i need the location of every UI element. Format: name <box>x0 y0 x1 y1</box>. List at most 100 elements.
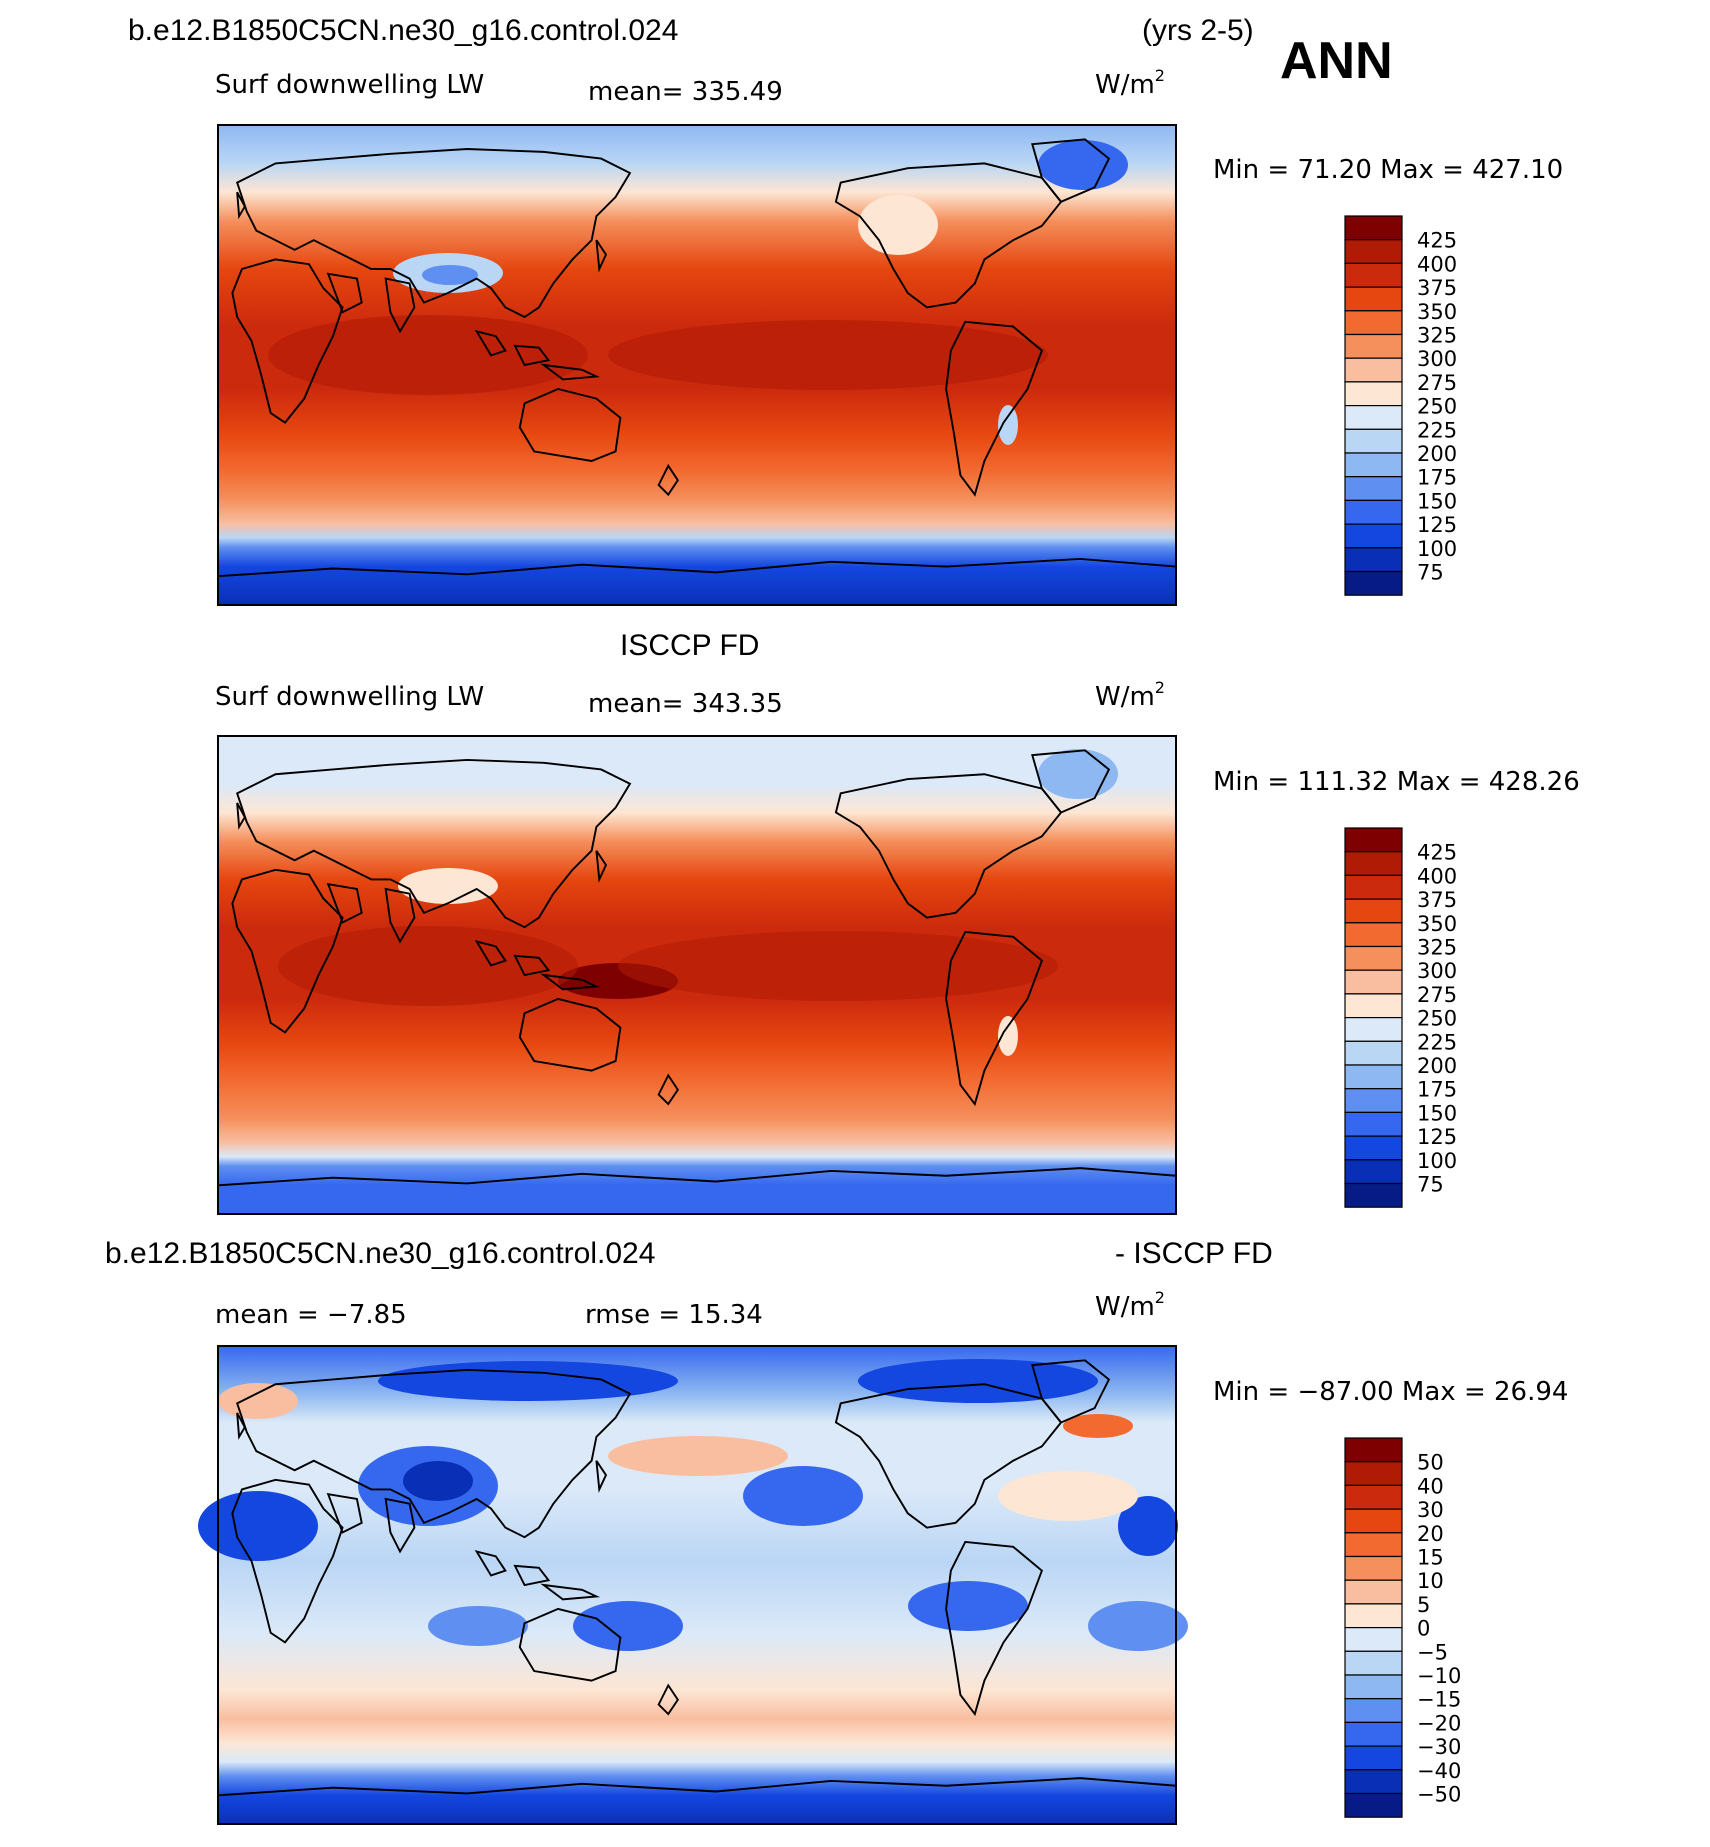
units-label: W/m2 <box>1095 66 1165 100</box>
colorbar-swatch <box>1344 1769 1403 1795</box>
colorbar-swatch <box>1344 1792 1403 1818</box>
colorbar-tick-label: 40 <box>1417 1474 1444 1498</box>
colorbar-swatch <box>1344 969 1403 995</box>
colorbar-tick-label: 425 <box>1417 841 1457 865</box>
colorbar-tick-label: 10 <box>1417 1569 1444 1593</box>
colorbar-swatch <box>1344 945 1403 971</box>
colorbar-tick-label: −40 <box>1417 1759 1461 1783</box>
map-obs <box>217 735 1177 1215</box>
colorbar-swatch <box>1344 405 1403 430</box>
colorbar-tick-label: 300 <box>1417 959 1457 983</box>
season-label: ANN <box>1280 32 1393 90</box>
colorbar-tick-label: 15 <box>1417 1546 1444 1570</box>
colorbar-tick-label: 200 <box>1417 442 1457 466</box>
colorbar-tick-label: 325 <box>1417 936 1457 960</box>
minmax-label: Min = −87.00 Max = 26.94 <box>1213 1377 1568 1407</box>
colorbar-swatch <box>1344 1064 1403 1090</box>
panel-heading-left: b.e12.B1850C5CN.ne30_g16.control.024 <box>105 1237 655 1270</box>
colorbar-swatch <box>1344 1111 1403 1137</box>
minmax-label: Min = 71.20 Max = 427.10 <box>1213 155 1563 185</box>
colorbar-tick-label: 350 <box>1417 912 1457 936</box>
colorbar: 4254003753503253002752502252001751501251… <box>1344 215 1457 596</box>
colorbar-tick-label: −20 <box>1417 1711 1461 1735</box>
colorbar-swatch <box>1344 357 1403 383</box>
colorbar-swatch <box>1344 1555 1403 1581</box>
colorbar-swatch <box>1344 262 1403 288</box>
colorbar-swatch <box>1344 1484 1403 1510</box>
panel-obs: ISCCP FD Surf downwelling LW mean= 343.3… <box>215 629 1580 1215</box>
units-label: W/m2 <box>1095 678 1165 712</box>
colorbar-tick-label: 400 <box>1417 252 1457 276</box>
colorbar-swatch <box>1344 1437 1403 1463</box>
colorbar-swatch <box>1344 523 1403 549</box>
colorbar-swatch <box>1344 547 1403 573</box>
colorbar-tick-label: 5 <box>1417 1593 1430 1617</box>
colorbar-tick-label: 350 <box>1417 300 1457 324</box>
colorbar-swatch <box>1344 993 1403 1019</box>
colorbar-tick-label: 425 <box>1417 229 1457 253</box>
colorbar-swatch <box>1344 1603 1403 1629</box>
colorbar-tick-label: 150 <box>1417 1101 1457 1125</box>
colorbar-tick-label: 250 <box>1417 1007 1457 1031</box>
colorbar-swatch <box>1344 874 1403 900</box>
colorbar-swatch <box>1344 851 1403 877</box>
colorbar-swatch <box>1344 1650 1403 1676</box>
colorbar-tick-label: 75 <box>1417 1173 1444 1197</box>
rmse-label: rmse = 15.34 <box>585 1300 763 1330</box>
colorbar-tick-label: 20 <box>1417 1522 1444 1546</box>
colorbar-tick-label: 125 <box>1417 1125 1457 1149</box>
colorbar-tick-label: −5 <box>1417 1640 1448 1664</box>
colorbar-tick-label: 400 <box>1417 864 1457 888</box>
map-diff <box>198 1345 1188 1825</box>
panel-model: Surf downwelling LW mean= 335.49 W/m2 Mi… <box>215 66 1563 606</box>
colorbar-tick-label: 0 <box>1417 1617 1430 1641</box>
colorbar-swatch <box>1344 476 1403 502</box>
colorbar-tick-label: −30 <box>1417 1735 1461 1759</box>
colorbar-swatch <box>1344 452 1403 478</box>
colorbar-tick-label: 50 <box>1417 1451 1444 1475</box>
colorbar-swatch <box>1344 1698 1403 1724</box>
colorbar-tick-label: −10 <box>1417 1664 1461 1688</box>
colorbar-tick-label: 75 <box>1417 561 1444 585</box>
mean-label: mean= 335.49 <box>588 77 783 107</box>
colorbar-tick-label: 175 <box>1417 1078 1457 1102</box>
colorbar-swatch <box>1344 570 1403 596</box>
mean-label: mean= 343.35 <box>588 689 783 719</box>
colorbar-swatch <box>1344 898 1403 924</box>
colorbar-tick-label: 30 <box>1417 1498 1444 1522</box>
colorbar-tick-label: 225 <box>1417 1030 1457 1054</box>
years-label: (yrs 2-5) <box>1142 14 1254 47</box>
colorbar-tick-label: 100 <box>1417 1149 1457 1173</box>
map-model <box>217 124 1177 606</box>
panel-heading-right: - ISCCP FD <box>1115 1237 1273 1270</box>
panel-heading: ISCCP FD <box>620 629 759 662</box>
colorbar-swatch <box>1344 1627 1403 1652</box>
colorbar-swatch <box>1344 922 1403 948</box>
colorbar-swatch <box>1344 286 1403 312</box>
colorbar-tick-label: 325 <box>1417 324 1457 348</box>
minmax-label: Min = 111.32 Max = 428.26 <box>1213 767 1580 797</box>
colorbar-swatch <box>1344 333 1403 359</box>
colorbar-swatch <box>1344 1721 1403 1747</box>
colorbar-swatch <box>1344 827 1403 853</box>
colorbar: 4254003753503253002752502252001751501251… <box>1344 827 1457 1208</box>
colorbar-tick-label: 100 <box>1417 537 1457 561</box>
colorbar-tick-label: −50 <box>1417 1783 1461 1807</box>
colorbar-swatch <box>1344 1461 1403 1487</box>
colorbar-swatch <box>1344 1745 1403 1771</box>
colorbar-swatch <box>1344 1017 1403 1042</box>
colorbar-swatch <box>1344 1532 1403 1558</box>
mean-label: mean = −7.85 <box>215 1300 407 1330</box>
units-label: W/m2 <box>1095 1288 1165 1322</box>
variable-label: Surf downwelling LW <box>215 682 484 712</box>
colorbar-swatch <box>1344 215 1403 241</box>
colorbar-tick-label: 225 <box>1417 418 1457 442</box>
case-title: b.e12.B1850C5CN.ne30_g16.control.024 <box>128 14 678 47</box>
colorbar-tick-label: −15 <box>1417 1688 1461 1712</box>
colorbar-tick-label: 125 <box>1417 513 1457 537</box>
colorbar-swatch <box>1344 1508 1403 1534</box>
variable-label: Surf downwelling LW <box>215 70 484 100</box>
colorbar-tick-label: 375 <box>1417 888 1457 912</box>
